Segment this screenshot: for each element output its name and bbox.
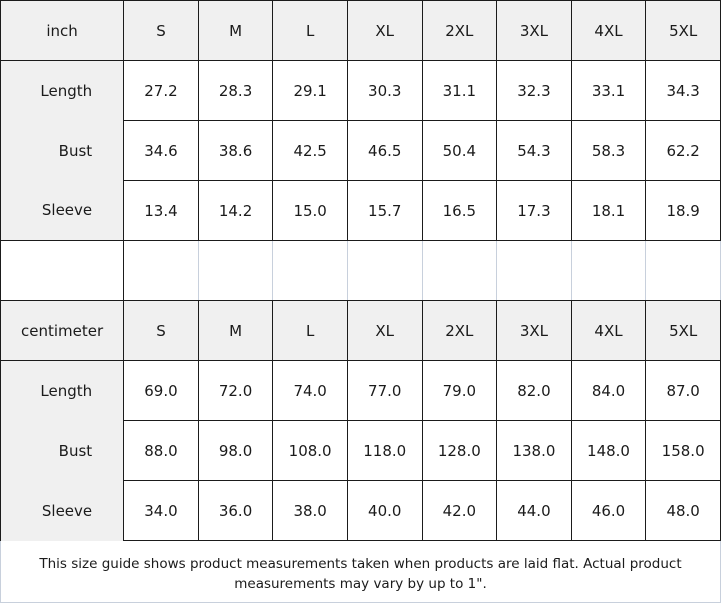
measure-label-bust-cm: Bust: [0, 420, 125, 481]
size-chart-table: inch S M L XL 2XL 3XL 4XL 5XL Length 27.…: [0, 0, 721, 541]
table-row: Length 27.2 28.3 29.1 30.3 31.1 32.3 33.…: [0, 60, 721, 121]
table-spacer-row: [0, 240, 721, 301]
unit-label-centimeter: centimeter: [0, 300, 125, 361]
spacer-cell: [421, 240, 498, 301]
cell-length-cm-s: 69.0: [123, 360, 199, 421]
measure-label-sleeve-inch: Sleeve: [0, 180, 125, 241]
spacer-cell: [346, 240, 423, 301]
cell-sleeve-cm-5xl: 48.0: [645, 480, 721, 541]
cell-sleeve-inch-5xl: 18.9: [645, 180, 721, 241]
cell-length-cm-3xl: 82.0: [496, 360, 572, 421]
unit-label-inch: inch: [0, 0, 125, 61]
cell-sleeve-inch-xl: 15.7: [346, 180, 423, 241]
cell-bust-inch-l: 42.5: [272, 120, 348, 181]
cell-sleeve-inch-m: 14.2: [197, 180, 274, 241]
cell-sleeve-cm-m: 36.0: [197, 480, 274, 541]
cell-sleeve-cm-xl: 40.0: [346, 480, 423, 541]
spacer-cell: [570, 240, 647, 301]
cell-bust-inch-m: 38.6: [197, 120, 274, 181]
table-row: Bust 88.0 98.0 108.0 118.0 128.0 138.0 1…: [0, 420, 721, 481]
cell-bust-cm-l: 108.0: [272, 420, 348, 481]
cell-bust-cm-2xl: 128.0: [421, 420, 498, 481]
spacer-cell: [645, 240, 721, 301]
cell-sleeve-inch-4xl: 18.1: [570, 180, 647, 241]
size-header-5xl: 5XL: [645, 0, 721, 61]
size-header-cm-l: L: [272, 300, 348, 361]
cell-sleeve-cm-3xl: 44.0: [496, 480, 572, 541]
size-header-m: M: [197, 0, 274, 61]
measure-label-length-inch: Length: [0, 60, 125, 121]
cell-bust-inch-s: 34.6: [123, 120, 199, 181]
cell-length-cm-m: 72.0: [197, 360, 274, 421]
cell-length-inch-4xl: 33.1: [570, 60, 647, 121]
size-header-2xl: 2XL: [421, 0, 498, 61]
spacer-cell-label: [0, 240, 125, 301]
cell-sleeve-inch-l: 15.0: [272, 180, 348, 241]
cell-sleeve-inch-3xl: 17.3: [496, 180, 572, 241]
size-header-3xl: 3XL: [496, 0, 572, 61]
cell-bust-cm-4xl: 148.0: [570, 420, 647, 481]
table-row: Sleeve 13.4 14.2 15.0 15.7 16.5 17.3 18.…: [0, 180, 721, 241]
table-row: Sleeve 34.0 36.0 38.0 40.0 42.0 44.0 46.…: [0, 480, 721, 541]
cell-bust-inch-xl: 46.5: [346, 120, 423, 181]
size-header-xl: XL: [346, 0, 423, 61]
size-header-s: S: [123, 0, 199, 61]
cell-sleeve-inch-s: 13.4: [123, 180, 199, 241]
cell-length-cm-xl: 77.0: [346, 360, 423, 421]
cell-bust-cm-3xl: 138.0: [496, 420, 572, 481]
spacer-cell: [496, 240, 572, 301]
cell-length-inch-s: 27.2: [123, 60, 199, 121]
size-header-cm-4xl: 4XL: [570, 300, 647, 361]
cell-bust-cm-m: 98.0: [197, 420, 274, 481]
cell-sleeve-cm-2xl: 42.0: [421, 480, 498, 541]
cell-length-inch-m: 28.3: [197, 60, 274, 121]
table-row: Bust 34.6 38.6 42.5 46.5 50.4 54.3 58.3 …: [0, 120, 721, 181]
cell-sleeve-cm-4xl: 46.0: [570, 480, 647, 541]
cell-bust-inch-4xl: 58.3: [570, 120, 647, 181]
measure-label-sleeve-cm: Sleeve: [0, 480, 125, 541]
cell-length-inch-3xl: 32.3: [496, 60, 572, 121]
unit-header-row-inch: inch S M L XL 2XL 3XL 4XL 5XL: [0, 0, 721, 61]
unit-header-row-centimeter: centimeter S M L XL 2XL 3XL 4XL 5XL: [0, 300, 721, 361]
cell-length-inch-xl: 30.3: [346, 60, 423, 121]
table-row: Length 69.0 72.0 74.0 77.0 79.0 82.0 84.…: [0, 360, 721, 421]
size-guide-disclaimer: This size guide shows product measuremen…: [0, 541, 721, 603]
cell-length-cm-l: 74.0: [272, 360, 348, 421]
cell-length-cm-2xl: 79.0: [421, 360, 498, 421]
size-header-cm-xl: XL: [346, 300, 423, 361]
cell-length-inch-l: 29.1: [272, 60, 348, 121]
spacer-cell: [123, 240, 199, 301]
cell-length-inch-2xl: 31.1: [421, 60, 498, 121]
cell-bust-cm-xl: 118.0: [346, 420, 423, 481]
cell-sleeve-cm-l: 38.0: [272, 480, 348, 541]
size-header-cm-2xl: 2XL: [421, 300, 498, 361]
size-header-l: L: [272, 0, 348, 61]
spacer-cell: [197, 240, 274, 301]
cell-bust-cm-5xl: 158.0: [645, 420, 721, 481]
size-header-cm-5xl: 5XL: [645, 300, 721, 361]
cell-bust-inch-2xl: 50.4: [421, 120, 498, 181]
size-header-cm-s: S: [123, 300, 199, 361]
cell-sleeve-cm-s: 34.0: [123, 480, 199, 541]
spacer-cell: [272, 240, 348, 301]
size-chart-body: inch S M L XL 2XL 3XL 4XL 5XL Length 27.…: [0, 0, 721, 541]
cell-bust-cm-s: 88.0: [123, 420, 199, 481]
cell-length-cm-4xl: 84.0: [570, 360, 647, 421]
size-header-4xl: 4XL: [570, 0, 647, 61]
size-header-cm-3xl: 3XL: [496, 300, 572, 361]
measure-label-length-cm: Length: [0, 360, 125, 421]
measure-label-bust-inch: Bust: [0, 120, 125, 181]
cell-sleeve-inch-2xl: 16.5: [421, 180, 498, 241]
size-header-cm-m: M: [197, 300, 274, 361]
cell-length-cm-5xl: 87.0: [645, 360, 721, 421]
cell-bust-inch-3xl: 54.3: [496, 120, 572, 181]
cell-length-inch-5xl: 34.3: [645, 60, 721, 121]
cell-bust-inch-5xl: 62.2: [645, 120, 721, 181]
